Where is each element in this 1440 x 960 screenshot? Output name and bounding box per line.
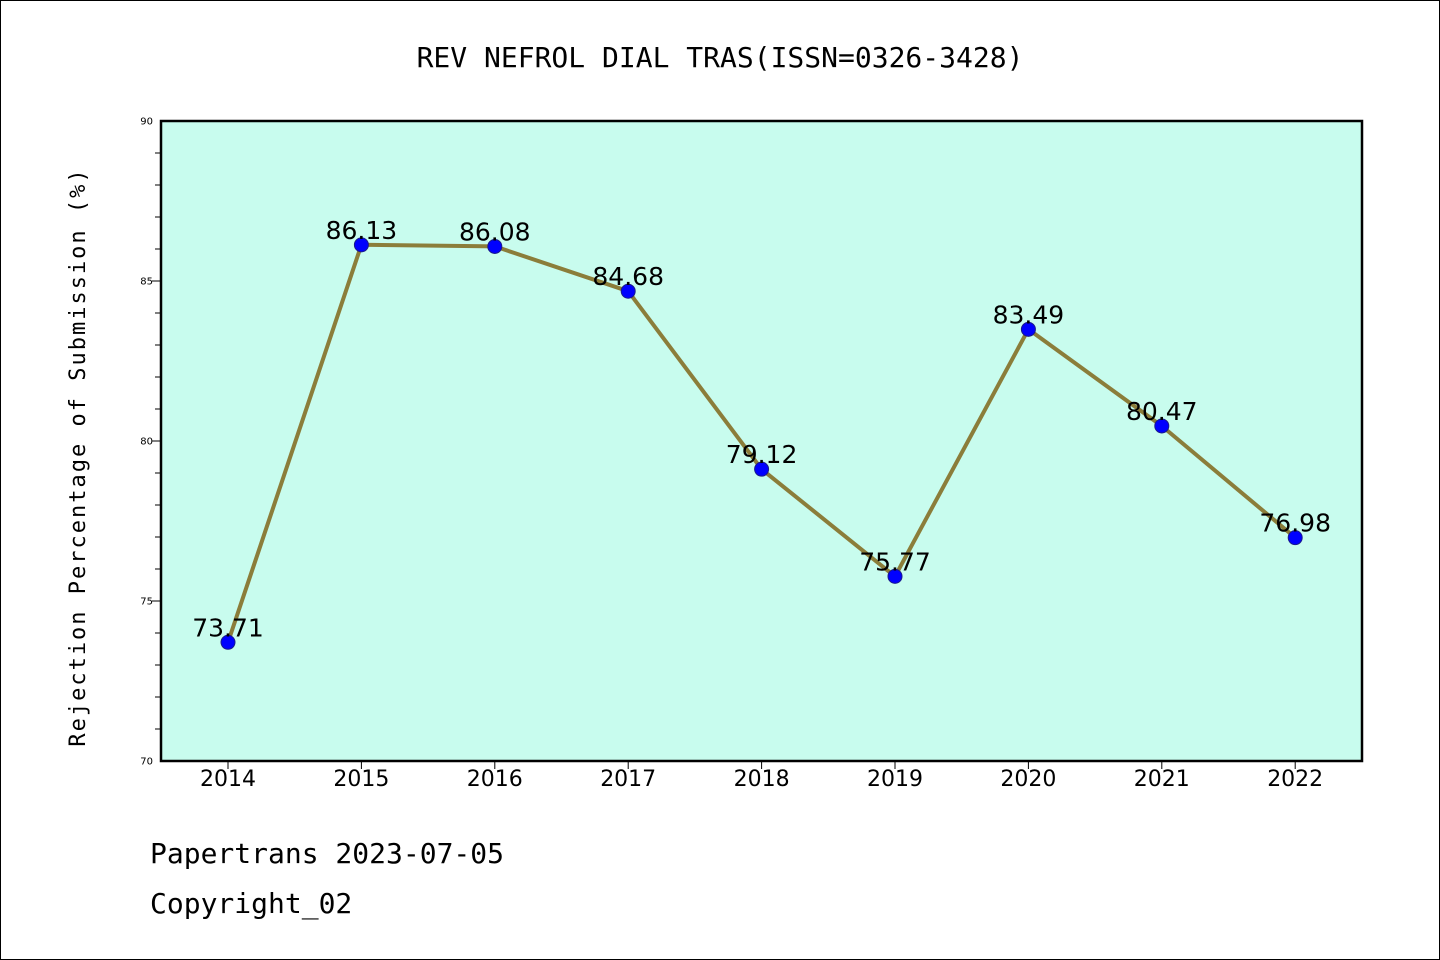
y-tick-label: 70 — [140, 757, 153, 768]
x-tick-label: 2021 — [1134, 767, 1190, 792]
x-tick-label: 2015 — [333, 767, 389, 792]
data-point — [353, 237, 369, 253]
data-point — [887, 568, 903, 584]
footer-copyright-line: Copyright_02 — [150, 887, 353, 920]
data-markers — [220, 237, 1303, 650]
data-label: 76.98 — [1259, 509, 1331, 538]
y-tick-label: 75 — [140, 597, 153, 608]
data-label: 83.49 — [993, 300, 1065, 329]
data-point — [1287, 530, 1303, 546]
data-point — [487, 238, 503, 254]
data-label: 80.47 — [1126, 397, 1198, 426]
data-point — [220, 634, 236, 650]
data-point — [1020, 321, 1036, 337]
footer-date-line: Papertrans 2023-07-05 — [150, 837, 505, 870]
data-label: 86.13 — [326, 216, 398, 245]
y-tick-label: 85 — [140, 277, 153, 288]
x-tick-label: 2016 — [467, 767, 523, 792]
x-tick-label: 2017 — [600, 767, 656, 792]
data-label: 73.71 — [192, 613, 264, 642]
plot-area — [159, 119, 1364, 763]
data-label: 86.08 — [459, 217, 531, 246]
data-point — [754, 461, 770, 477]
y-axis-ticks: 70 75 80 85 90 — [140, 117, 161, 768]
x-tick-label: 2014 — [200, 767, 256, 792]
data-label: 75.77 — [859, 547, 931, 576]
y-tick-label: 80 — [140, 437, 153, 448]
x-tick-label: 2019 — [867, 767, 923, 792]
data-label: 79.12 — [726, 440, 798, 469]
x-tick-label: 2022 — [1267, 767, 1323, 792]
chart-title: REV NEFROL DIAL TRAS(ISSN=0326-3428) — [417, 41, 1024, 74]
data-point — [1154, 418, 1170, 434]
x-tick-label: 2020 — [1000, 767, 1056, 792]
data-point — [620, 283, 636, 299]
data-labels: 73.71 86.13 86.08 84.68 79.12 75.77 83.49 80.47… — [192, 216, 1331, 642]
y-tick-label: 90 — [140, 117, 153, 128]
y-axis-label: Rejection Percentage of Submission (%) — [66, 167, 91, 746]
x-tick-label: 2018 — [734, 767, 790, 792]
data-label: 84.68 — [592, 262, 664, 291]
x-axis-ticks: 2014 2015 2016 2017 2018 2019 2020 2021 2022 — [200, 761, 1323, 792]
